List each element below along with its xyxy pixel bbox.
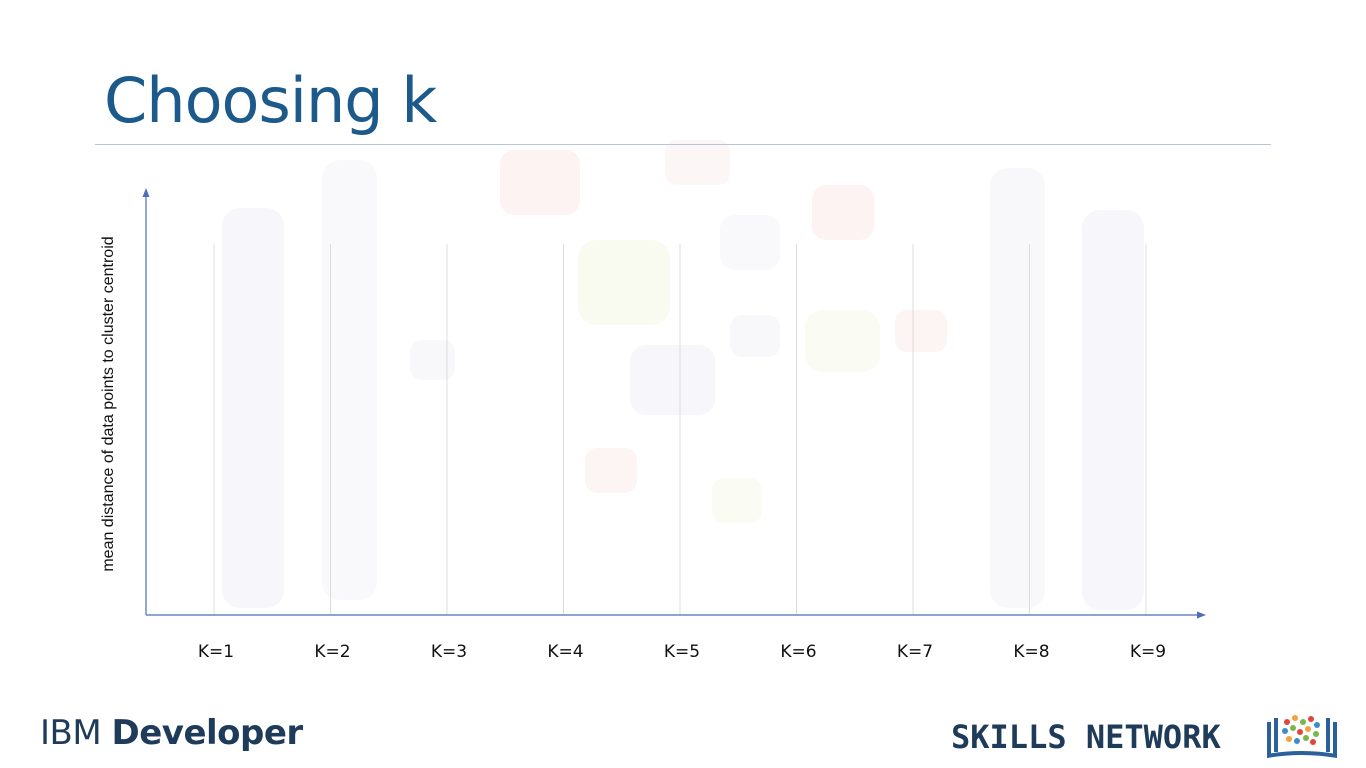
- y-axis-arrow: [142, 188, 150, 197]
- x-tick-label: K=2: [314, 642, 351, 662]
- slide-title: Choosing k: [104, 64, 437, 137]
- x-tick-label: K=6: [780, 642, 817, 662]
- x-tick-label: K=3: [430, 642, 468, 662]
- y-axis-label: mean distance of data points to cluster …: [100, 236, 117, 572]
- skills-network-book-icon: [1267, 715, 1337, 758]
- skills-network-logo-text: SKILLS NETWORK: [951, 718, 1221, 756]
- x-tick-label: K=8: [1013, 642, 1050, 662]
- ibm-developer-logo: IBM Developer: [40, 713, 303, 753]
- x-axis-arrow: [1197, 611, 1206, 619]
- x-tick-label: K=9: [1129, 642, 1167, 662]
- ibm-logo-product: Developer: [111, 713, 304, 753]
- ibm-logo-prefix: IBM: [40, 713, 102, 753]
- x-tick-label: K=1: [197, 642, 235, 662]
- x-tick-label: K=4: [547, 642, 584, 662]
- x-tick-label: K=5: [663, 642, 701, 662]
- title-divider: [95, 144, 1271, 145]
- gridlines: [213, 244, 1147, 615]
- x-tick-label: K=7: [896, 642, 934, 662]
